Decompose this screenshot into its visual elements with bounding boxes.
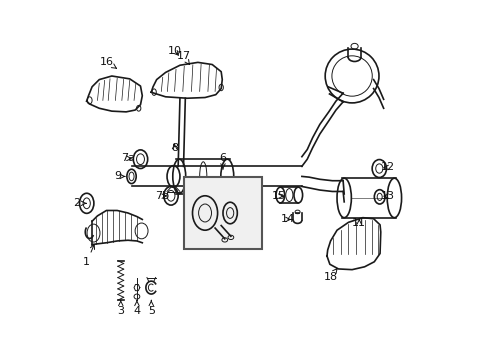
Text: 9: 9 [115, 171, 124, 181]
Text: 13: 13 [380, 191, 394, 201]
Text: 12: 12 [380, 162, 394, 172]
Bar [183, 177, 262, 249]
Text: 18: 18 [323, 269, 337, 282]
Text: 5: 5 [147, 300, 154, 316]
Text: 7a: 7a [121, 153, 135, 163]
Text: 17: 17 [176, 51, 190, 64]
Text: 10: 10 [167, 46, 181, 56]
Text: 2: 2 [73, 198, 86, 208]
Text: 11: 11 [351, 218, 366, 228]
Text: 14: 14 [280, 215, 294, 224]
Text: 4: 4 [133, 300, 140, 316]
Text: 15: 15 [271, 191, 285, 201]
Text: 16: 16 [99, 57, 116, 68]
Text: 8: 8 [171, 143, 178, 153]
Text: 6: 6 [219, 153, 226, 169]
Text: 3: 3 [117, 300, 124, 316]
Text: 7b: 7b [155, 191, 169, 201]
Text: 1: 1 [83, 244, 94, 267]
